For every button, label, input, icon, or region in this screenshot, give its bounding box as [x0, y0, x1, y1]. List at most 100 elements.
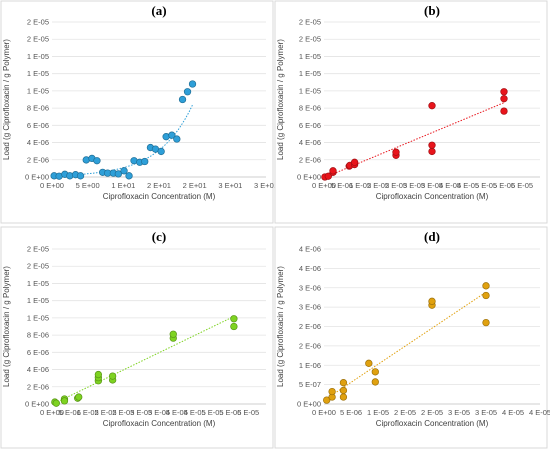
x-tick-label: 5 E-06 [340, 408, 362, 417]
y-tick-label: 2 E-05 [27, 35, 49, 44]
trendline [54, 315, 235, 404]
x-tick-label: 1 E-05 [77, 408, 99, 417]
x-tick-label: 2 E-05 [394, 408, 416, 417]
data-point [114, 170, 122, 178]
x-tick-label: 6 E-05 [237, 408, 259, 417]
y-tick-label: 2 E-05 [299, 35, 321, 44]
data-point [141, 157, 149, 166]
data-point [392, 148, 400, 156]
trendline [324, 102, 505, 178]
y-tick-label: 6 E-06 [27, 121, 49, 130]
data-point [183, 88, 192, 96]
y-tick-label: 0 E+00 [25, 173, 49, 182]
x-tick-label: 1 E-05 [367, 408, 389, 417]
data-point [339, 379, 348, 387]
x-tick-label: 6 E-05 [511, 181, 533, 190]
y-tick-label: 5 E-07 [299, 380, 321, 389]
y-axis-label: Load (g Ciprofloxacin / g Polymer) [276, 266, 285, 387]
y-tick-label: 8 E-06 [299, 104, 321, 113]
x-tick-label: 3 E-05 [421, 181, 443, 190]
y-tick-label: 2 E-06 [299, 155, 321, 164]
x-tick-label: 3 E-05 [448, 408, 470, 417]
y-tick-label: 4 E-06 [299, 245, 321, 254]
panel-b: 0 E+00 2 E-06 4 E-06 6 E-06 8 E-06 1 E-05 1 E-… [274, 0, 548, 224]
data-point [328, 387, 336, 396]
y-tick-label: 2 E-06 [27, 382, 49, 391]
x-tick-label: 2 E-05 [367, 181, 389, 190]
x-tick-label: 2 E-05 [112, 408, 134, 417]
x-tick-label: 2 E+01 [183, 181, 207, 190]
data-point [94, 370, 103, 379]
data-point [500, 107, 508, 115]
y-tick-label: 1 E-05 [299, 86, 321, 95]
data-point [169, 330, 177, 338]
data-point [173, 135, 181, 143]
panel-title: (b) [424, 3, 440, 18]
y-tick-label: 2 E-05 [27, 245, 49, 254]
x-tick-label: 5 E+00 [76, 181, 100, 190]
y-axis-label: Load (g Ciprofloxacin / g Polymer) [2, 39, 11, 160]
y-tick-label: 1 E-05 [299, 52, 321, 61]
panel-c: 0 E+00 2 E-06 4 E-06 6 E-06 8 E-06 1 E-05 1 E-… [0, 226, 274, 449]
panel-title: (c) [152, 229, 166, 244]
y-tick-label: 0 E+00 [25, 400, 49, 409]
x-axis-label: Ciprofloxacin Concentration (M) [376, 192, 489, 201]
y-tick-label: 2 E-06 [299, 341, 321, 350]
data-point [188, 80, 197, 88]
y-tick-label: 2 E-06 [299, 322, 321, 331]
data-point [157, 147, 165, 156]
data-point [168, 131, 176, 139]
x-tick-label: 5 E-05 [219, 408, 241, 417]
data-point [230, 315, 238, 323]
data-point [60, 397, 69, 405]
x-tick-label: 2 E-05 [385, 181, 407, 190]
x-tick-label: 3 E-05 [403, 181, 425, 190]
panel-frame [0, 0, 274, 224]
x-tick-label: 4 E-05 [439, 181, 461, 190]
y-tick-label: 8 E-06 [27, 104, 49, 113]
y-axis-label: Load (g Ciprofloxacin / g Polymer) [276, 39, 285, 160]
x-tick-label: 5 E-05 [475, 181, 497, 190]
data-point [428, 141, 436, 149]
x-tick-label: 0 E+00 [312, 181, 336, 190]
y-tick-label: 1 E-05 [27, 52, 49, 61]
y-tick-label: 6 E-06 [27, 348, 49, 357]
x-tick-label: 2 E-05 [421, 408, 443, 417]
x-tick-label: 2 E+01 [147, 181, 171, 190]
data-point [108, 372, 117, 380]
y-tick-label: 1 E-05 [27, 313, 49, 322]
data-point [125, 172, 133, 180]
data-point [428, 102, 436, 110]
x-tick-label: 5 E-06 [331, 181, 353, 190]
y-tick-label: 0 E+00 [297, 173, 321, 182]
data-point [339, 386, 348, 395]
y-tick-label: 4 E-06 [299, 264, 321, 273]
y-tick-label: 2 E-05 [27, 262, 49, 271]
x-tick-label: 1 E+01 [111, 181, 135, 190]
x-tick-label: 5 E-05 [201, 408, 223, 417]
data-point [339, 393, 348, 401]
data-point [178, 95, 187, 104]
y-tick-label: 4 E-06 [27, 138, 49, 147]
y-tick-label: 1 E-05 [27, 279, 49, 288]
x-tick-label: 4 E-05 [502, 408, 524, 417]
x-tick-label: 0 E+00 [312, 408, 336, 417]
data-point [323, 396, 331, 404]
panel-title: (d) [424, 229, 440, 244]
x-tick-label: 4 E-05 [457, 181, 479, 190]
y-tick-label: 4 E-06 [299, 138, 321, 147]
data-point [75, 393, 83, 401]
data-point [52, 399, 60, 407]
data-point [371, 378, 379, 386]
x-tick-label: 4 E-05 [184, 408, 206, 417]
y-tick-label: 2 E-05 [299, 18, 321, 27]
data-point [365, 359, 373, 367]
y-tick-label: 3 E-06 [299, 303, 321, 312]
data-point [500, 95, 508, 103]
x-tick-label: 5 E-06 [59, 408, 81, 417]
x-tick-label: 3 E+01 [218, 181, 242, 190]
x-axis-label: Ciprofloxacin Concentration (M) [103, 419, 216, 428]
x-tick-label: 0 E+00 [40, 181, 64, 190]
panel-d: 0 E+00 5 E-07 1 E-06 2 E-06 2 E-06 3 E-06 3 E-… [274, 226, 550, 449]
